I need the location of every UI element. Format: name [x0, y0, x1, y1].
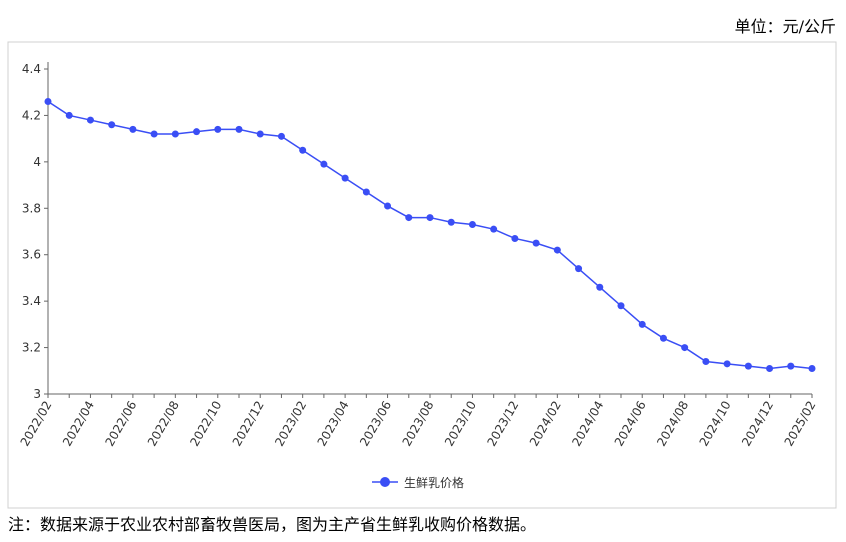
y-tick-label: 4.4	[22, 62, 41, 76]
y-tick-label: 4	[33, 155, 41, 169]
x-tick-label: 2022/02	[18, 399, 55, 449]
point	[702, 358, 710, 365]
x-tick-label: 2022/06	[102, 399, 139, 449]
point	[787, 362, 795, 370]
x-tick-label: 2022/12	[230, 399, 267, 449]
y-tick-label: 3	[33, 387, 41, 401]
x-tick-label: 2023/04	[315, 399, 352, 449]
x-tick-label: 2023/12	[484, 399, 521, 449]
point	[405, 214, 413, 222]
point	[44, 98, 52, 105]
x-tick-label: 2024/06	[612, 399, 649, 449]
x-tick-label: 2024/10	[697, 399, 734, 449]
x-tick-label: 2024/08	[654, 399, 691, 449]
x-tick-label: 2024/12	[739, 399, 776, 449]
point	[256, 130, 264, 138]
y-tick-label: 3.6	[22, 248, 41, 262]
y-tick-label: 4.2	[22, 108, 41, 122]
point	[468, 221, 476, 229]
x-tick-label: 2023/02	[272, 399, 309, 449]
point	[723, 360, 731, 368]
point	[214, 125, 222, 133]
x-tick-label: 2022/04	[60, 399, 97, 449]
x-tick-label: 2024/04	[569, 399, 606, 449]
x-tick-label: 2025/02	[782, 399, 819, 449]
point	[511, 234, 519, 242]
point	[426, 214, 434, 222]
point	[681, 344, 689, 352]
legend-marker	[380, 477, 390, 487]
point	[341, 174, 349, 182]
point	[65, 111, 73, 119]
point	[150, 130, 158, 138]
x-tick-label: 2022/08	[145, 399, 182, 449]
line	[47, 100, 813, 370]
point	[659, 334, 667, 342]
point	[532, 239, 540, 247]
y-tick-label: 3.8	[22, 201, 41, 215]
point	[235, 125, 243, 133]
point	[638, 320, 646, 328]
point	[193, 128, 201, 136]
x-tick-label: 2023/10	[442, 399, 479, 449]
point	[744, 362, 752, 370]
x-tick-label: 2023/06	[357, 399, 394, 449]
point	[86, 116, 94, 124]
point	[320, 160, 328, 168]
chart-frame	[7, 41, 837, 509]
point	[277, 132, 285, 140]
point	[575, 265, 583, 273]
point	[553, 246, 561, 254]
point	[362, 188, 370, 196]
point	[596, 283, 604, 291]
point	[129, 125, 137, 133]
legend-label: 生鲜乳价格	[404, 475, 464, 490]
x-tick-label: 2022/10	[187, 399, 224, 449]
point	[490, 225, 498, 233]
note: 注：数据来源于农业农村部畜牧兽医局，图为主产省生鲜乳收购价格数据。	[8, 515, 536, 534]
y-tick-label: 3.4	[22, 294, 41, 308]
point	[447, 218, 455, 226]
x-tick-label: 2023/08	[400, 399, 437, 449]
unit-label: 单位：元/公斤	[735, 17, 836, 36]
point	[171, 130, 179, 138]
point	[808, 364, 816, 372]
point	[384, 202, 392, 210]
point	[299, 146, 307, 154]
y-tick-label: 3.2	[22, 341, 41, 355]
x-tick-label: 2024/02	[527, 399, 564, 449]
point	[766, 364, 774, 372]
point	[108, 121, 116, 129]
point	[617, 302, 625, 310]
